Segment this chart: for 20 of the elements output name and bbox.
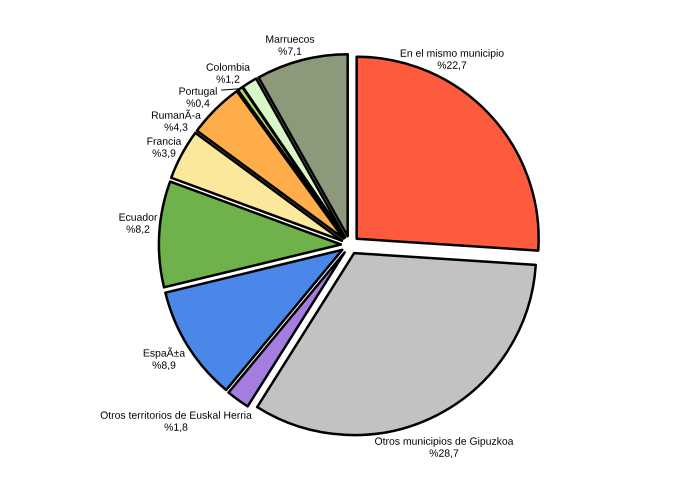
- data-label: %7,1: [278, 47, 302, 56]
- data-label: %4,3: [164, 123, 188, 132]
- slice-label: Otros territorios de Euskal Herria: [100, 411, 252, 419]
- data-label: %28,7: [430, 449, 458, 458]
- slice-label: Otros municipios de Gipuzkoa: [375, 437, 514, 447]
- data-label: %3,9: [152, 149, 176, 158]
- data-label: %8,2: [126, 225, 150, 234]
- data-label: %0,4: [186, 99, 210, 108]
- slice-label: Marruecos: [266, 36, 314, 43]
- data-label: %1,8: [164, 423, 188, 432]
- slice-label: EspaÃ±a: [144, 347, 186, 359]
- slice-label: Ecuador: [119, 213, 158, 221]
- slice-label: Colombia: [206, 63, 250, 71]
- slice-label: En el mismo municipio: [400, 49, 504, 59]
- data-label: %8,9: [152, 361, 176, 370]
- data-label: %1,2: [216, 75, 240, 84]
- data-label: %22,7: [438, 61, 466, 70]
- slice-label: Portugal: [179, 87, 217, 97]
- slice-label: RumanÃ-a: [152, 110, 201, 119]
- slice-label: Francia: [147, 137, 182, 145]
